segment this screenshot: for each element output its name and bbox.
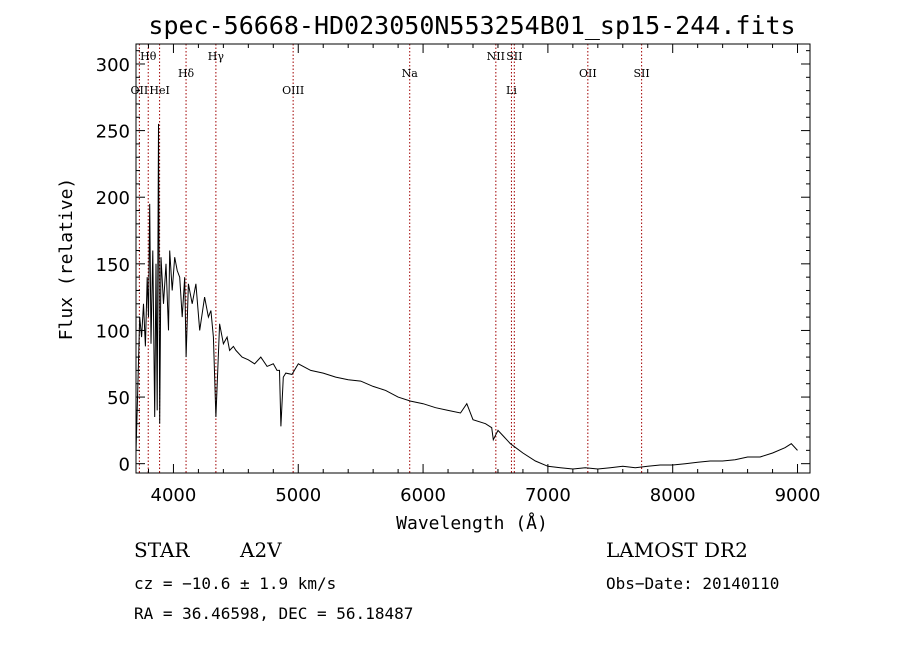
x-tick-label-2: 6000 <box>400 485 446 506</box>
x-tick-label-0: 4000 <box>151 485 197 506</box>
line-label-5: OIII <box>282 84 304 97</box>
survey-name: LAMOST DR2 <box>606 538 748 562</box>
line-label-1: Hθ <box>140 50 157 63</box>
line-label-7: NII <box>487 50 505 63</box>
y-tick-label-6: 300 <box>96 55 130 76</box>
chart-title: spec-56668-HD023050N553254B01_sp15-244.f… <box>148 11 795 40</box>
x-tick-label-4: 8000 <box>650 485 696 506</box>
line-label-11: SII <box>634 67 650 80</box>
y-axis-label: Flux (relative) <box>56 178 77 341</box>
line-label-3: Hδ <box>178 67 195 80</box>
line-label-2: HeI <box>149 84 169 97</box>
spectrum-series-line <box>135 123 798 470</box>
y-tick-label-4: 200 <box>96 188 130 209</box>
object-subclass: A2V <box>240 538 282 562</box>
plot-frame <box>135 43 811 474</box>
coordinates-text: RA = 36.46598, DEC = 56.18487 <box>134 604 414 623</box>
line-label-4: Hγ <box>208 50 225 63</box>
line-label-8: Li <box>506 84 517 97</box>
redshift-text: cz = −10.6 ± 1.9 km/s <box>134 574 337 593</box>
obs-date-text: Obs−Date: 20140110 <box>606 574 780 593</box>
y-tick-label-1: 50 <box>107 388 130 409</box>
x-axis-label: Wavelength (Å) <box>396 512 548 534</box>
line-label-10: OII <box>579 67 597 80</box>
line-label-9: SII <box>506 50 522 63</box>
y-tick-label-0: 0 <box>119 455 130 476</box>
x-tick-label-3: 7000 <box>525 485 571 506</box>
x-tick-label-5: 9000 <box>775 485 821 506</box>
y-tick-label-5: 250 <box>96 122 130 143</box>
y-tick-label-2: 100 <box>96 321 130 342</box>
y-tick-label-3: 150 <box>96 255 130 276</box>
axes-ticks: 4000 5000 6000 7000 8000 9000 0 50 100 150 200 250 3… <box>96 44 821 506</box>
x-tick-label-1: 5000 <box>275 485 321 506</box>
line-label-6: Na <box>402 67 419 80</box>
object-class: STAR <box>134 538 190 562</box>
